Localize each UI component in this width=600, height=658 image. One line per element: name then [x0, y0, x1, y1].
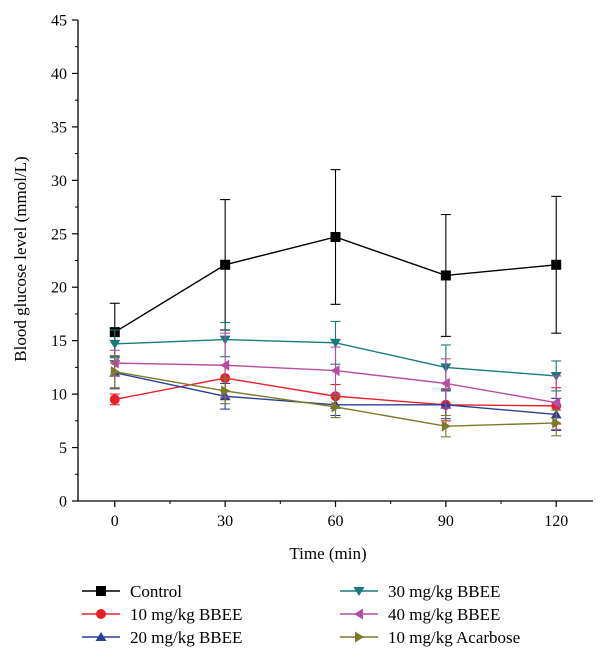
- legend-item: 30 mg/kg BBEE: [340, 582, 500, 601]
- data-point: [109, 339, 121, 349]
- data-point: [551, 397, 561, 409]
- x-tick-label: 30: [217, 513, 233, 530]
- legend-item: 10 mg/kg Acarbose: [340, 628, 520, 647]
- legend-marker: [355, 631, 364, 643]
- data-point: [331, 401, 341, 413]
- y-tick-label: 0: [59, 494, 67, 511]
- legend-item: Control: [82, 582, 182, 601]
- y-tick-label: 40: [51, 66, 67, 83]
- data-point: [220, 359, 230, 371]
- data-point: [221, 385, 231, 397]
- x-tick-label: 0: [111, 513, 119, 530]
- data-point: [330, 365, 340, 377]
- y-tick-label: 10: [51, 387, 67, 404]
- legend-item: 20 mg/kg BBEE: [82, 628, 242, 647]
- data-point: [441, 420, 451, 432]
- x-tick-label: 90: [438, 513, 454, 530]
- data-point: [109, 394, 120, 405]
- x-axis-title: Time (min): [289, 544, 366, 563]
- legend-label: 10 mg/kg Acarbose: [388, 628, 520, 647]
- legend-marker: [95, 632, 107, 641]
- y-axis-title: Blood glucose level (mmol/L): [11, 156, 30, 361]
- legend-label: 20 mg/kg BBEE: [130, 628, 242, 647]
- legend-label: Control: [130, 582, 182, 601]
- y-tick-label: 15: [51, 333, 67, 350]
- data-point: [552, 417, 562, 429]
- legend-marker: [96, 609, 106, 619]
- legend: Control 10 mg/kg BBEE 20 mg/kg BBEE 30 mg/k…: [82, 582, 520, 647]
- data-point: [330, 231, 341, 242]
- legend-marker: [96, 586, 106, 596]
- x-tick-label: 60: [328, 513, 344, 530]
- legend-item: 40 mg/kg BBEE: [340, 605, 500, 624]
- y-tick-label: 35: [51, 119, 67, 136]
- series-5: [109, 355, 562, 438]
- legend-marker: [353, 587, 365, 596]
- x-tick-label: 120: [544, 513, 568, 530]
- legend-item: 10 mg/kg BBEE: [82, 605, 242, 624]
- legend-label: 30 mg/kg BBEE: [388, 582, 500, 601]
- y-tick-label: 30: [51, 173, 67, 190]
- data-point: [440, 270, 451, 281]
- data-point: [551, 259, 562, 270]
- y-tick-label: 45: [51, 13, 67, 30]
- y-tick-label: 5: [59, 440, 67, 457]
- data-point: [220, 259, 231, 270]
- data-point: [330, 338, 341, 348]
- data-point: [440, 377, 450, 389]
- plot-area: 0 30 60 90 120 0 5 10 15 20 25 30 35 40 45: [51, 13, 593, 530]
- legend-label: 10 mg/kg BBEE: [130, 605, 242, 624]
- legend-marker: [354, 608, 363, 620]
- data-point: [110, 366, 120, 378]
- legend-label: 40 mg/kg BBEE: [388, 605, 500, 624]
- y-tick-label: 20: [51, 280, 67, 297]
- y-tick-label: 25: [51, 226, 67, 243]
